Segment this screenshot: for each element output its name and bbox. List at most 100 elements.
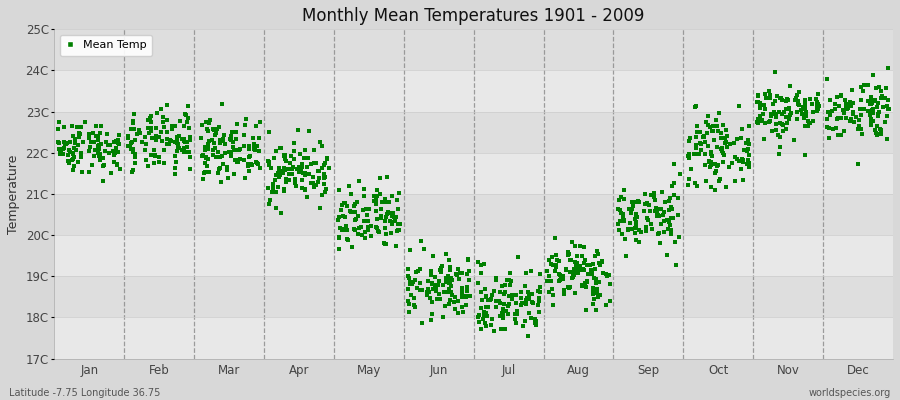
Point bbox=[212, 166, 226, 172]
Point bbox=[472, 280, 486, 286]
Point bbox=[442, 276, 456, 282]
Point bbox=[107, 159, 122, 166]
Point bbox=[588, 266, 602, 272]
Point bbox=[798, 113, 813, 120]
Point bbox=[499, 308, 513, 314]
Point bbox=[698, 178, 713, 184]
Point bbox=[350, 199, 365, 206]
Point bbox=[269, 148, 284, 154]
Point bbox=[454, 290, 469, 297]
Point bbox=[61, 158, 76, 164]
Point bbox=[704, 149, 718, 156]
Point bbox=[472, 319, 486, 326]
Point bbox=[599, 270, 614, 277]
Point bbox=[444, 275, 458, 281]
Point bbox=[142, 129, 157, 136]
Point bbox=[52, 140, 67, 146]
Point bbox=[243, 160, 257, 167]
Point bbox=[305, 180, 320, 187]
Point bbox=[878, 119, 892, 125]
Point bbox=[309, 160, 323, 166]
Point bbox=[298, 186, 312, 192]
Point bbox=[269, 189, 284, 196]
Point bbox=[198, 168, 212, 175]
Point bbox=[229, 136, 243, 142]
Point bbox=[438, 302, 453, 309]
Point bbox=[670, 194, 685, 201]
Point bbox=[420, 289, 435, 295]
Point bbox=[838, 97, 852, 103]
Point bbox=[123, 126, 138, 132]
Point bbox=[590, 306, 604, 313]
Point bbox=[145, 134, 159, 141]
Point bbox=[473, 289, 488, 295]
Point bbox=[402, 247, 417, 253]
Point bbox=[122, 143, 136, 149]
Point bbox=[496, 314, 510, 321]
Point bbox=[663, 231, 678, 237]
Point bbox=[177, 122, 192, 129]
Point bbox=[593, 292, 608, 298]
Point bbox=[701, 159, 716, 165]
Point bbox=[563, 256, 578, 263]
Point bbox=[854, 112, 868, 118]
Point bbox=[578, 280, 592, 287]
Point bbox=[647, 196, 662, 203]
Point bbox=[734, 126, 749, 133]
Point bbox=[91, 143, 105, 150]
Point bbox=[346, 226, 361, 232]
Point bbox=[242, 168, 256, 174]
Point bbox=[580, 262, 595, 268]
Point bbox=[450, 272, 464, 278]
Point bbox=[641, 217, 655, 224]
Point bbox=[261, 185, 275, 192]
Point bbox=[662, 194, 677, 201]
Point bbox=[370, 186, 384, 193]
Point bbox=[557, 290, 572, 297]
Point bbox=[592, 279, 607, 285]
Point bbox=[751, 99, 765, 106]
Point bbox=[773, 134, 788, 140]
Point bbox=[742, 141, 756, 148]
Point bbox=[751, 116, 765, 122]
Point bbox=[742, 164, 756, 170]
Point bbox=[719, 184, 733, 190]
Point bbox=[588, 253, 602, 260]
Point bbox=[688, 180, 702, 186]
Point bbox=[769, 114, 783, 121]
Point bbox=[769, 121, 783, 127]
Point bbox=[73, 131, 87, 138]
Point bbox=[772, 151, 787, 157]
Point bbox=[183, 137, 197, 144]
Point bbox=[704, 184, 718, 190]
Point bbox=[62, 138, 77, 145]
Point bbox=[770, 93, 784, 99]
Point bbox=[310, 179, 325, 186]
Point bbox=[248, 147, 262, 154]
Point bbox=[753, 118, 768, 124]
Point bbox=[563, 268, 578, 275]
Point bbox=[167, 170, 182, 177]
Point bbox=[205, 126, 220, 132]
Point bbox=[448, 306, 463, 313]
Point bbox=[703, 163, 717, 170]
Point bbox=[128, 154, 142, 160]
Point bbox=[580, 278, 594, 285]
Point bbox=[643, 208, 657, 214]
Point bbox=[283, 160, 297, 167]
Point bbox=[61, 160, 76, 166]
Point bbox=[780, 96, 795, 103]
Point bbox=[127, 126, 141, 132]
Point bbox=[96, 162, 111, 168]
Point bbox=[224, 149, 238, 156]
Point bbox=[586, 291, 600, 297]
Point bbox=[881, 97, 896, 104]
Y-axis label: Temperature: Temperature bbox=[7, 154, 20, 234]
Point bbox=[415, 287, 429, 293]
Point bbox=[89, 133, 104, 139]
Point bbox=[286, 164, 301, 170]
Point bbox=[67, 163, 81, 169]
Point bbox=[874, 127, 888, 134]
Point bbox=[751, 119, 765, 126]
Point bbox=[240, 163, 255, 169]
